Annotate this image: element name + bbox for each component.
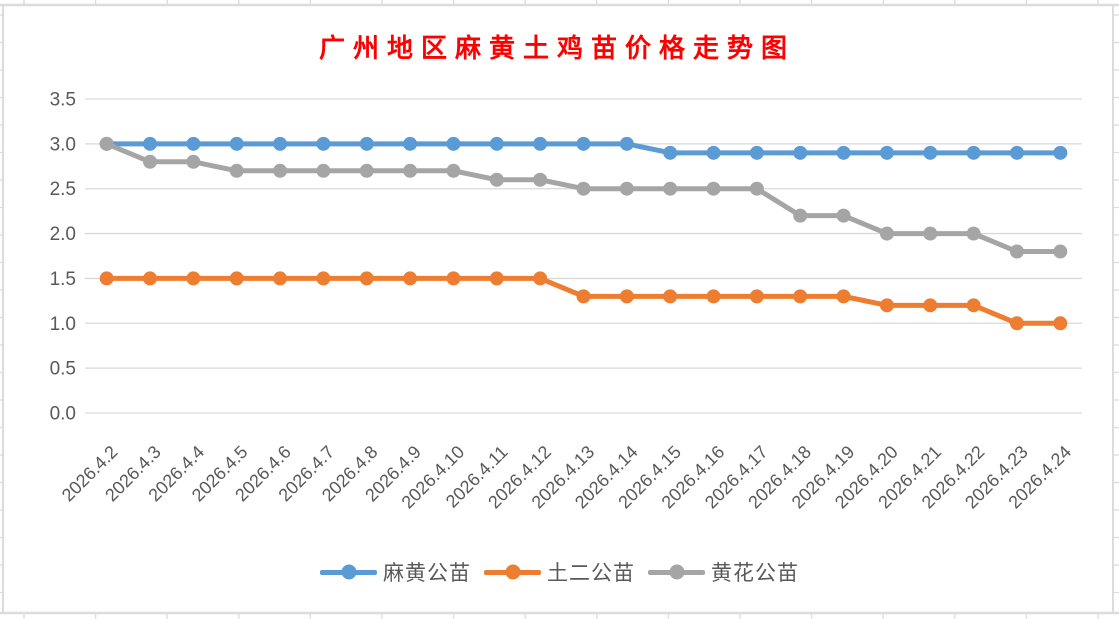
data-point-marker [229,163,244,178]
data-point-marker [446,163,461,178]
data-point-marker [489,271,504,286]
y-axis-tick-label: 3.0 [50,134,76,155]
data-point-marker [489,136,504,151]
data-point-marker [273,271,288,286]
data-point-marker [663,145,678,160]
data-point-marker [229,136,244,151]
data-point-marker [966,298,981,313]
series-line-2 [104,141,1063,255]
legend-item-label: 黄花公苗 [711,561,799,585]
data-point-marker [1009,316,1024,331]
data-series [99,136,1068,331]
data-point-marker [663,289,678,304]
legend-item: 黄花公苗 [648,557,799,587]
data-point-marker [879,298,894,313]
data-point-marker [99,271,114,286]
data-point-marker [619,136,634,151]
data-point-marker [533,271,548,286]
data-point-marker [446,136,461,151]
legend-dot-icon [669,564,684,580]
data-point-marker [403,136,418,151]
data-point-marker [836,289,851,304]
legend-line-marker-icon [484,564,541,580]
data-point-marker [879,226,894,241]
data-point-marker [966,226,981,241]
data-point-marker [749,145,764,160]
data-point-marker [359,136,374,151]
legend-dot-icon [341,564,356,580]
data-point-marker [879,145,894,160]
data-point-marker [923,145,938,160]
data-point-marker [446,271,461,286]
data-point-marker [186,136,201,151]
x-axis-tick-labels: 2026.4.22026.4.32026.4.42026.4.52026.4.6… [58,442,1075,513]
data-point-marker [1053,316,1068,331]
data-point-marker [1009,145,1024,160]
data-point-marker [316,271,331,286]
data-point-marker [793,145,808,160]
data-point-marker [619,289,634,304]
data-point-marker [836,145,851,160]
data-point-marker [836,208,851,223]
data-point-marker [403,163,418,178]
data-point-marker [359,271,374,286]
data-point-marker [619,181,634,196]
data-point-marker [706,181,721,196]
legend-item: 麻黄公苗 [320,557,471,587]
y-axis-tick-label: 3.5 [50,90,76,111]
legend-item: 土二公苗 [484,557,635,587]
data-point-marker [1009,244,1024,259]
chart-title: 广州地区麻黄土鸡苗价格走势图 [319,33,795,64]
data-point-marker [576,181,591,196]
data-point-marker [403,271,418,286]
data-point-marker [316,136,331,151]
data-point-marker [316,163,331,178]
data-point-marker [143,136,158,151]
data-point-marker [706,145,721,160]
data-point-marker [576,289,591,304]
data-point-marker [576,136,591,151]
legend-dot-icon [505,564,520,580]
y-axis-tick-label: 2.5 [50,179,76,200]
data-point-marker [1053,244,1068,259]
legend-item-label: 土二公苗 [547,561,635,585]
legend-line-marker-icon [320,564,377,580]
data-point-marker [966,145,981,160]
legend-line-marker-icon [648,564,705,580]
data-point-marker [273,163,288,178]
y-axis-tick-label: 2.0 [50,224,76,245]
data-point-marker [793,208,808,223]
data-point-marker [143,271,158,286]
data-point-marker [533,136,548,151]
y-axis-tick-label: 1.5 [50,269,76,290]
legend-item-label: 麻黄公苗 [383,561,471,585]
data-point-marker [663,181,678,196]
data-point-marker [533,172,548,187]
data-point-marker [143,154,158,169]
data-point-marker [359,163,374,178]
data-point-marker [489,172,504,187]
y-axis-tick-label: 0.0 [50,404,76,425]
data-point-marker [186,154,201,169]
data-point-marker [749,289,764,304]
data-point-marker [923,298,938,313]
data-point-marker [706,289,721,304]
y-axis-tick-labels: 0.0 0.5 1.0 1.5 2.0 2.5 3.0 3.5 [50,90,76,425]
data-point-marker [99,136,114,151]
data-point-marker [229,271,244,286]
legend: 麻黄公苗 土二公苗 黄花公苗 [0,557,1119,587]
y-axis-tick-label: 1.0 [50,314,76,335]
data-point-marker [273,136,288,151]
data-point-marker [1053,145,1068,160]
y-axis-tick-label: 0.5 [50,359,76,380]
data-point-marker [793,289,808,304]
data-point-marker [923,226,938,241]
data-point-marker [186,271,201,286]
data-point-marker [749,181,764,196]
